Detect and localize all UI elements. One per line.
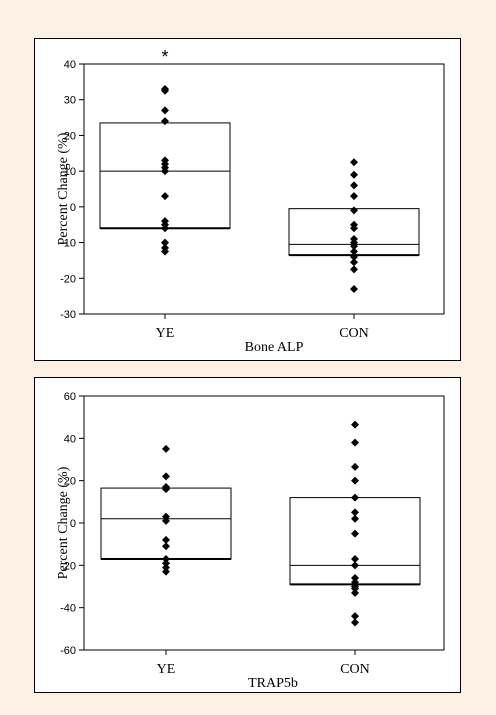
data-point [161, 224, 169, 233]
data-point [351, 584, 359, 593]
x-tick-label: CON [340, 662, 370, 677]
y-tick-label: -40 [60, 603, 76, 615]
data-point [162, 444, 170, 453]
data-point [351, 420, 359, 429]
data-point [351, 588, 359, 597]
data-point [162, 554, 170, 563]
y-tick-label: 40 [64, 433, 76, 445]
data-point [162, 535, 170, 544]
significance-asterisk: * [161, 47, 168, 67]
y-tick-label: -60 [60, 645, 76, 657]
data-point [350, 265, 358, 274]
data-point [351, 476, 359, 485]
data-point [162, 472, 170, 481]
data-point [350, 247, 358, 256]
y-axis-title: Percent Change (%) [56, 132, 71, 245]
plot-frame [83, 63, 445, 315]
y-tick-label: 20 [64, 476, 76, 488]
data-point [161, 238, 169, 247]
data-point [162, 485, 170, 494]
data-point [351, 438, 359, 447]
y-tick-label: 0 [70, 202, 76, 214]
x-axis-title: Bone ALP [245, 340, 304, 355]
y-tick-label: -30 [60, 309, 76, 321]
data-point [351, 574, 359, 583]
trap5b-chart: 60 40 20 0 -20 -40 -60 YE CON Percent Change (%) T… [56, 391, 445, 691]
data-point [162, 516, 170, 525]
data-point [350, 242, 358, 251]
y-axis-title: Percent Change (%) [56, 466, 71, 579]
data-point [351, 493, 359, 502]
data-point [350, 285, 358, 293]
data-point [350, 158, 358, 167]
data-point [351, 578, 359, 587]
box [99, 122, 231, 229]
y-tick-label: -20 [60, 273, 76, 285]
data-point [350, 252, 358, 261]
data-point [351, 462, 359, 471]
data-point [351, 618, 359, 627]
plot-frame [83, 395, 445, 651]
y-tick-label: 40 [64, 59, 76, 71]
data-point [162, 563, 170, 572]
data-point [162, 542, 170, 551]
trap5b-chart-panel: 60 40 20 0 -20 -40 -60 YE CON Percent Change (%) T… [34, 377, 461, 693]
data-point [161, 167, 169, 176]
data-point [161, 117, 169, 126]
data-point [350, 181, 358, 190]
data-point [351, 561, 359, 570]
data-point [350, 170, 358, 179]
data-point [351, 529, 359, 538]
y-tick-label: 30 [64, 95, 76, 107]
y-tick-label: 10 [64, 166, 76, 178]
y-tick-label: -10 [60, 238, 76, 250]
data-point [350, 258, 358, 267]
data-point [351, 508, 359, 517]
data-point [162, 567, 170, 576]
x-axis-title: TRAP5b [248, 676, 298, 691]
data-point [350, 224, 358, 233]
x-tick-label: YE [156, 326, 175, 341]
x-tick-label: YE [157, 662, 176, 677]
x-tick-label: CON [339, 326, 369, 341]
data-point [350, 206, 358, 215]
data-point [351, 514, 359, 523]
data-point [161, 86, 169, 95]
data-point [162, 559, 170, 568]
y-tick-label: 60 [64, 391, 76, 403]
bone-alp-chart-panel: 40 30 20 10 0 -10 -20 -30 YE CON Percent Change (%… [34, 38, 461, 361]
y-tick-label: 0 [70, 518, 76, 530]
y-tick-label: 20 [64, 130, 76, 142]
data-point [351, 612, 359, 621]
y-tick-label: -20 [60, 560, 76, 572]
data-point [161, 106, 169, 115]
data-point [161, 192, 169, 201]
data-point [161, 247, 169, 256]
data-point [162, 512, 170, 521]
data-point [351, 554, 359, 563]
data-point [350, 192, 358, 201]
bone-alp-chart: 40 30 20 10 0 -10 -20 -30 YE CON Percent Change (%… [56, 47, 445, 355]
